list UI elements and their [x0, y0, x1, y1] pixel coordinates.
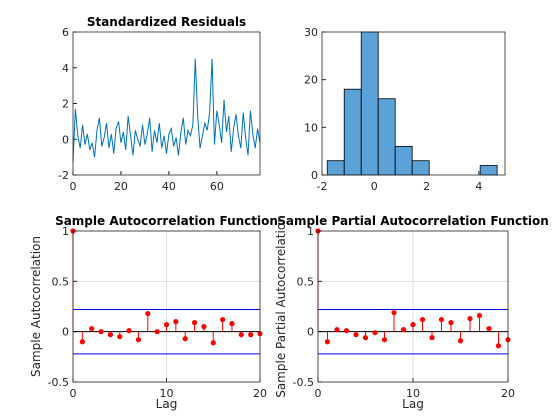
stem-marker: [362, 335, 369, 341]
stem-marker: [135, 337, 142, 343]
y-tick-label: -2: [58, 169, 69, 182]
stem-marker: [334, 327, 340, 333]
stem-marker: [191, 320, 198, 326]
stem-marker: [486, 326, 492, 332]
x-tick-label: 10: [160, 387, 174, 400]
subplot-title: Standardized Residuals: [87, 15, 246, 29]
stem-marker: [210, 340, 216, 346]
stem-marker: [201, 324, 207, 330]
stem-marker: [419, 316, 426, 323]
x-axis-label: Lag: [156, 397, 178, 411]
y-tick-label: 30: [304, 26, 318, 39]
stem-marker: [324, 339, 331, 345]
stem-marker: [410, 322, 416, 328]
stem-marker: [145, 310, 151, 317]
y-tick-label: 1: [62, 225, 69, 238]
hist-bar: [360, 31, 379, 176]
stem-marker: [457, 338, 464, 344]
y-tick-label: 0: [62, 326, 69, 339]
y-axis-label: Sample Partial Autocorrelation: [274, 215, 288, 398]
stem-marker: [107, 332, 113, 338]
hist-bar: [343, 88, 362, 176]
x-tick-label: 10: [406, 387, 420, 400]
stem-marker: [182, 336, 188, 342]
x-tick-label: 60: [210, 180, 224, 193]
stem-marker: [343, 328, 350, 334]
stem-marker: [173, 319, 179, 325]
stem-marker: [117, 334, 123, 340]
y-tick-label: 4: [62, 62, 69, 75]
stem-marker: [229, 321, 235, 327]
x-tick-label: 0: [70, 180, 77, 193]
stem-marker: [79, 339, 85, 345]
stem-marker: [467, 315, 473, 322]
y-tick-label: 1: [307, 225, 314, 238]
stem-marker: [89, 326, 95, 332]
stem-marker: [163, 322, 170, 328]
x-axis-label: Lag: [402, 397, 424, 411]
x-tick-label: 20: [253, 387, 267, 400]
stem-marker: [391, 309, 397, 316]
hist-bar: [411, 160, 430, 176]
y-tick-label: -0.5: [293, 376, 314, 389]
subplot-title: Sample Autocorrelation Function: [55, 214, 278, 228]
y-tick-label: 0.5: [52, 275, 70, 288]
x-tick-label: 20: [114, 180, 128, 193]
y-tick-label: 10: [304, 121, 318, 134]
axes-box: [72, 230, 261, 383]
y-tick-label: 0.5: [297, 275, 315, 288]
stem-marker: [476, 312, 483, 319]
y-axis-label: Sample Autocorrelation: [29, 236, 43, 377]
stem-marker: [438, 316, 445, 323]
stem-marker: [98, 329, 104, 335]
hist-bar: [394, 145, 413, 176]
x-tick-label: 0: [371, 180, 378, 193]
y-tick-label: 0: [62, 133, 69, 146]
stem-marker: [154, 329, 160, 335]
axes-box: [321, 31, 506, 176]
series-line: [72, 58, 261, 163]
stem-marker: [448, 320, 454, 326]
axes-box: [72, 31, 261, 176]
stem-marker: [495, 343, 502, 349]
stem-marker: [126, 328, 132, 334]
stem-marker: [381, 337, 388, 343]
stem-marker: [429, 335, 435, 341]
x-tick-label: 0: [70, 387, 77, 400]
stem-marker: [400, 327, 407, 333]
hist-bar: [479, 165, 498, 176]
y-tick-label: 0: [311, 169, 318, 182]
y-tick-label: 6: [62, 26, 69, 39]
stem-marker: [248, 332, 254, 338]
x-tick-label: -2: [317, 180, 328, 193]
hist-bar: [326, 160, 345, 176]
stem-marker: [372, 330, 378, 336]
stem-marker: [238, 332, 244, 338]
x-tick-label: 20: [501, 387, 515, 400]
x-tick-label: 2: [423, 180, 430, 193]
x-tick-label: 0: [315, 387, 322, 400]
y-tick-label: 0: [307, 326, 314, 339]
x-tick-label: 4: [475, 180, 482, 193]
y-tick-label: -0.5: [48, 376, 69, 389]
stem-marker: [353, 332, 359, 338]
hist-bar: [377, 98, 396, 176]
axes-box: [317, 230, 509, 383]
y-tick-label: 2: [62, 98, 69, 111]
stem-marker: [220, 316, 226, 323]
y-tick-label: 20: [304, 74, 318, 87]
x-tick-label: 40: [162, 180, 176, 193]
subplot-title: Sample Partial Autocorrelation Function: [277, 214, 549, 228]
